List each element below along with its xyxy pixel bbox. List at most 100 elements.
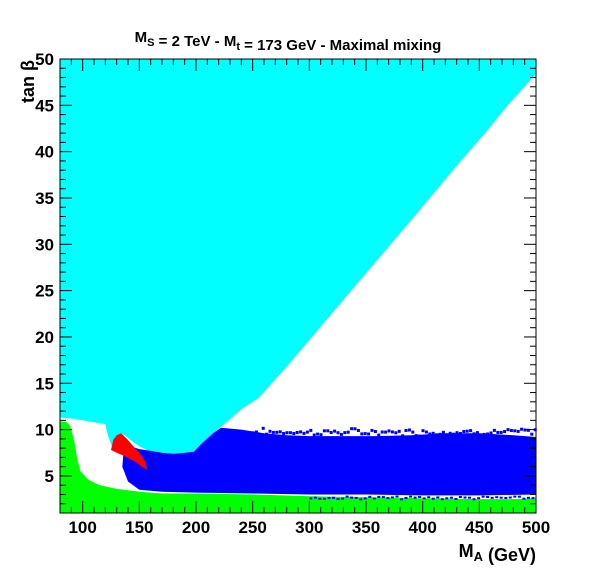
blue-speckle-dot — [414, 434, 418, 438]
blue-speckle-dot — [336, 498, 340, 501]
blue-speckle-dot — [390, 430, 394, 434]
blue-speckle-dot — [373, 430, 377, 433]
blue-speckle-dot — [452, 432, 456, 436]
blue-speckle-dot — [481, 495, 485, 498]
blue-speckle-dot — [431, 431, 435, 435]
blue-speckle-dot — [370, 428, 374, 432]
label-text: = 2 TeV - — [154, 33, 223, 50]
blue-speckle-dot — [322, 497, 326, 500]
blue-speckle-dot — [503, 430, 507, 433]
blue-speckle-dot — [265, 432, 269, 436]
y-tick-label: 20 — [35, 328, 54, 347]
blue-speckle-dot — [499, 430, 503, 434]
blue-edge-speckle — [224, 426, 537, 501]
blue-speckle-dot — [458, 496, 462, 498]
x-tick-label: 450 — [465, 518, 493, 537]
y-tick-label: 15 — [35, 374, 54, 393]
blue-speckle-dot — [472, 432, 476, 436]
blue-speckle-dot — [448, 431, 452, 435]
blue-speckle-dot — [377, 496, 381, 498]
blue-speckle-dot — [367, 432, 371, 436]
blue-speckle-dot — [285, 431, 289, 435]
x-tick-label: 250 — [238, 518, 266, 537]
x-tick-label: 500 — [522, 518, 550, 537]
blue-speckle-dot — [377, 433, 381, 437]
blue-speckle-dot — [394, 431, 398, 435]
blue-speckle-dot — [463, 496, 467, 499]
blue-speckle-dot — [326, 429, 330, 433]
blue-speckle-dot — [360, 432, 364, 436]
blue-speckle-dot — [489, 431, 493, 435]
blue-speckle-dot — [244, 431, 248, 435]
blue-speckle-dot — [237, 430, 241, 434]
blue-speckle-dot — [411, 430, 415, 434]
blue-speckle-dot — [424, 430, 428, 434]
blue-speckle-dot — [455, 431, 459, 435]
blue-speckle-dot — [438, 432, 442, 436]
blue-speckle-dot — [359, 498, 363, 501]
blue-speckle-dot — [275, 430, 279, 434]
blue-speckle-dot — [445, 497, 449, 500]
blue-speckle-dot — [462, 430, 466, 433]
blue-speckle-dot — [526, 428, 530, 432]
blue-speckle-dot — [401, 434, 405, 438]
blue-speckle-dot — [397, 429, 401, 433]
blue-speckle-dot — [440, 498, 444, 501]
blue-speckle-dot — [486, 496, 490, 498]
y-tick-label: 40 — [35, 143, 54, 162]
blue-speckle-dot — [486, 432, 490, 436]
blue-speckle-dot — [268, 429, 272, 433]
blue-speckle-dot — [509, 429, 513, 432]
blue-speckle-dot — [479, 434, 483, 438]
x-axis-ticks: 100 150 200 250 300 350 400 450 500 — [59, 59, 550, 537]
blue-speckle-dot — [422, 497, 426, 500]
blue-speckle-dot — [350, 496, 354, 499]
blue-speckle-dot — [454, 498, 458, 500]
blue-speckle-dot — [227, 433, 231, 437]
y-axis-label: tan β — [18, 60, 38, 103]
y-tick-label: 50 — [35, 50, 54, 69]
x-tick-label: 200 — [182, 518, 210, 537]
blue-speckle-dot — [234, 431, 238, 435]
blue-speckle-dot — [445, 434, 449, 438]
blue-speckle-dot — [508, 496, 512, 499]
blue-speckle-dot — [499, 496, 503, 499]
blue-speckle-dot — [428, 432, 432, 436]
blue-speckle-dot — [384, 430, 388, 434]
blue-speckle-dot — [343, 431, 347, 435]
blue-speckle-dot — [345, 495, 349, 498]
subscript-text: S — [147, 37, 154, 49]
blue-speckle-dot — [309, 428, 313, 432]
blue-speckle-dot — [530, 432, 534, 436]
region-green — [60, 421, 536, 513]
blue-speckle-dot — [436, 496, 440, 499]
chart-title: MS = 2 TeV - Mt = 173 GeV - Maximal mixi… — [135, 29, 442, 54]
blue-speckle-dot — [390, 496, 394, 499]
blue-speckle-dot — [329, 431, 333, 434]
blue-speckle-dot — [492, 428, 496, 432]
blue-speckle-dot — [386, 497, 390, 500]
blue-speckle-dot — [356, 429, 360, 432]
y-tick-label: 25 — [35, 282, 54, 301]
blue-speckle-dot — [353, 427, 357, 431]
blue-speckle-dot — [381, 496, 385, 499]
blue-speckle-dot — [469, 429, 473, 433]
label-text: M — [224, 33, 237, 50]
blue-speckle-dot — [404, 497, 408, 499]
blue-speckle-dot — [400, 498, 403, 501]
blue-speckle-dot — [413, 496, 417, 499]
blue-speckle-dot — [472, 498, 476, 501]
blue-speckle-dot — [409, 495, 413, 498]
blue-speckle-dot — [468, 496, 471, 499]
blue-speckle-dot — [531, 497, 535, 500]
blue-speckle-dot — [305, 430, 309, 434]
blue-speckle-dot — [506, 428, 510, 432]
blue-speckle-dot — [449, 496, 453, 499]
blue-speckle-dot — [522, 497, 526, 500]
blue-speckle-dot — [520, 427, 524, 431]
blue-speckle-dot — [254, 430, 258, 434]
blue-speckle-dot — [292, 432, 296, 435]
blue-speckle-dot — [258, 434, 262, 437]
label-text: M — [459, 541, 474, 561]
blue-speckle-dot — [313, 496, 317, 499]
